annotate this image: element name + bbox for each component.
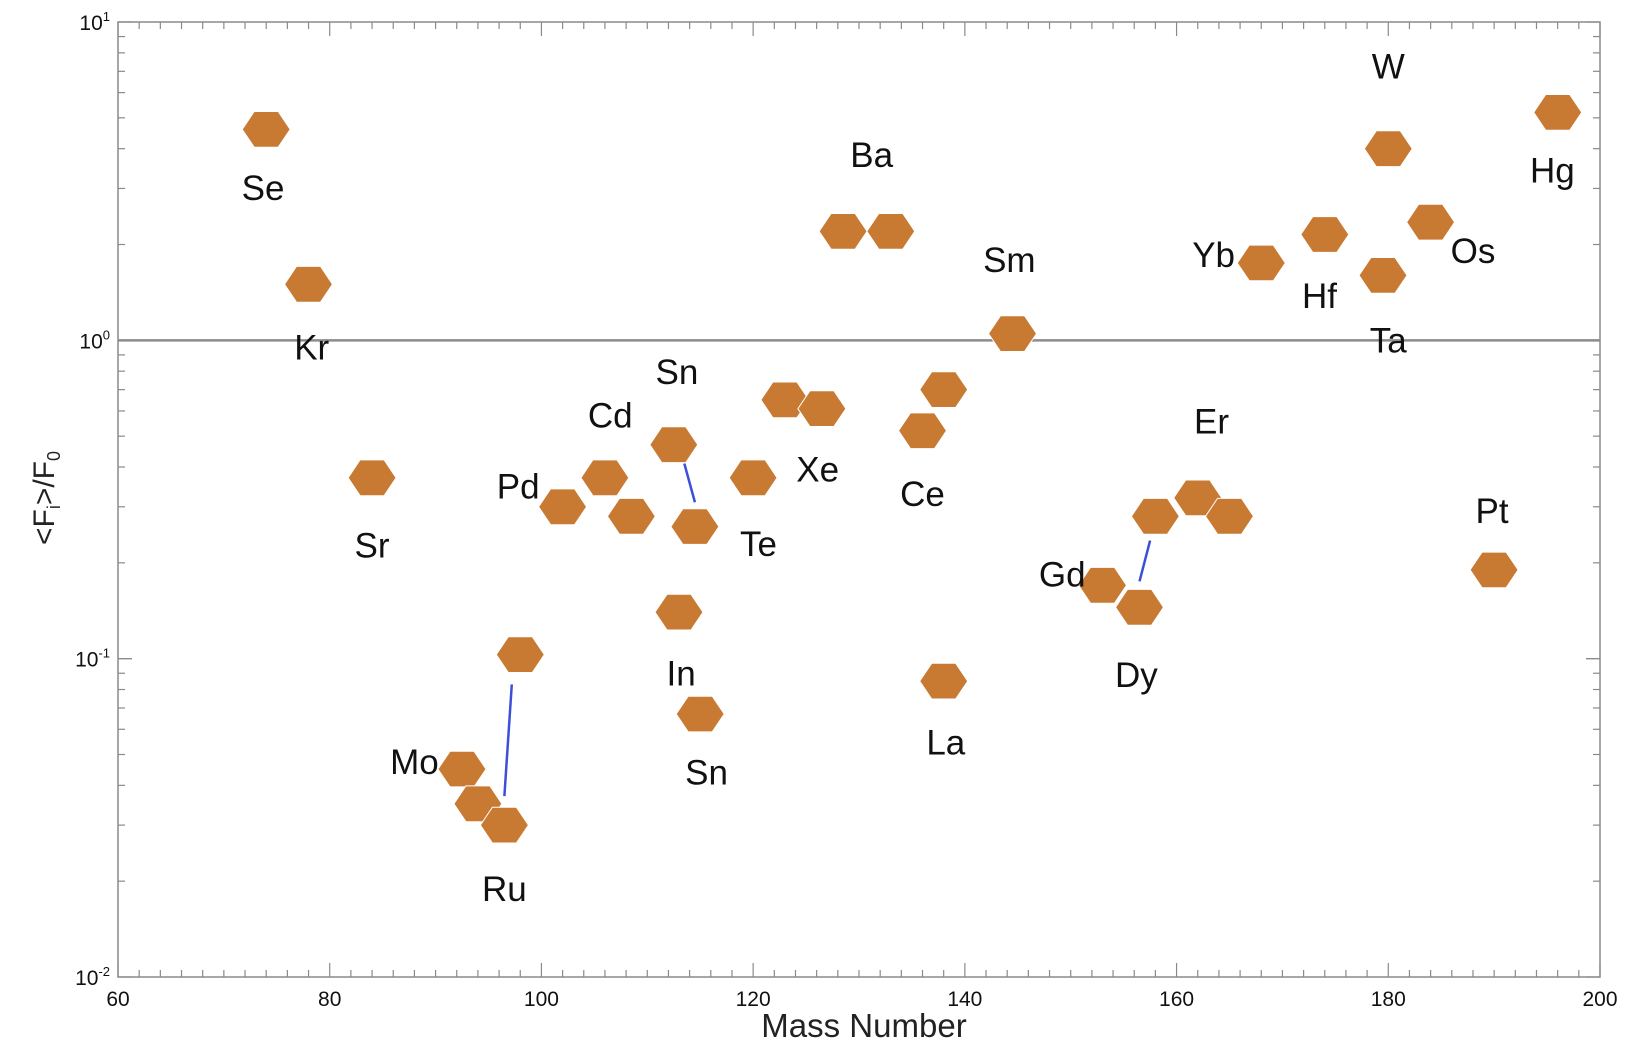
x-tick-label: 180 [1371,988,1406,1011]
hexagon-marker [670,508,720,545]
y-axis-title-main: <F [28,509,61,545]
point-label: Cd [588,396,633,435]
hexagon-marker [437,750,487,788]
y-tick-label-base: 10 [75,967,98,990]
x-tick-label: 120 [736,988,771,1011]
point-label: Ce [900,475,945,514]
hexagon-marker [1363,130,1413,168]
hexagon-marker [987,315,1038,352]
y-axis-title: <Fi>/F0 [28,451,64,545]
hexagon-marker [866,213,916,250]
hexagon-marker [1204,497,1255,535]
connector-lines [503,463,1152,797]
x-tick-label: 60 [106,988,129,1011]
point-label: Yb [1192,236,1235,275]
connector-line [503,684,514,797]
hexagon-marker [283,265,334,303]
y-tick-label: 10-1 [75,646,110,672]
point-label: Pt [1475,492,1508,531]
hexagon-marker [479,806,530,844]
y-tick-label-base: 10 [79,330,102,353]
point-label: Ta [1370,321,1408,360]
point-label: Ba [850,136,893,175]
y-tick-label: 10-2 [75,964,110,990]
hexagon-marker [797,390,847,427]
point-label: W [1372,48,1405,87]
y-tick-label-base: 10 [79,12,102,35]
hexagon-marker [580,459,630,497]
x-tick-label: 140 [947,988,982,1011]
hexagon-marker [1300,216,1350,253]
hexagon-marker [919,371,969,408]
hexagon-marker [347,459,397,497]
y-tick-label: 101 [79,9,110,35]
x-tick-label: 100 [524,988,559,1011]
hexagon-marker [649,426,699,464]
hexagon-marker [897,412,948,450]
y-axis-title-sub-0: 0 [44,451,64,461]
point-label: Hf [1302,277,1337,316]
hexagon-marker [919,662,969,700]
point-label: Ru [482,870,527,909]
hexagon-marker [1469,551,1519,589]
connector-line [1138,540,1152,582]
point-label: Kr [294,329,329,368]
point-label: Se [242,169,285,208]
point-label: Sm [983,241,1036,280]
hexagon-marker [537,488,588,526]
y-axis-title-sub-i: i [44,505,64,509]
hexagon-marker [495,636,545,673]
connector-line [683,463,697,503]
point-label: Sr [355,527,390,566]
hexagon-marker [606,497,657,535]
hexagon-marker [241,111,291,148]
y-tick-label-exp: -2 [98,964,110,979]
hexagon-marker [760,381,810,419]
hexagon-marker [728,459,778,497]
hexagon-marker [1405,203,1456,241]
hexagon-marker [1114,588,1165,626]
point-label: Pd [497,468,540,507]
x-axis-title: Mass Number [761,1007,966,1042]
point-label: Sn [685,754,728,793]
point-label: Hg [1530,151,1575,190]
point-label: Xe [796,451,839,490]
point-annotations: Se Kr Sr Mo Ru Pd Cd Sn In Sn Te Xe Ba Ce La Sm Gd Dy Er Yb… [242,48,1575,910]
y-tick-label: 100 [79,327,110,353]
point-label: In [667,655,696,694]
hexagon-marker [675,695,725,733]
point-label: La [926,723,965,762]
hexagon-marker [1236,244,1286,282]
y-axis-title-mid: >/F [28,461,61,505]
hexagon-marker [1533,94,1583,131]
hexagon-marker [1077,566,1128,604]
y-tick-label-exp: 0 [103,327,110,342]
y-tick-label-exp: -1 [98,646,110,661]
y-tick-label-exp: 1 [103,9,110,24]
plot-frame [117,21,1601,978]
point-label: Sn [656,353,699,392]
point-label: Dy [1115,656,1158,695]
point-label: Os [1451,232,1496,271]
hexagon-marker [818,213,868,250]
y-tick-label-base: 10 [75,649,98,672]
hexagon-marker [1130,497,1181,535]
point-label: Gd [1039,556,1086,595]
axes [117,21,1601,978]
point-label: Te [740,525,777,564]
x-tick-label: 160 [1159,988,1194,1011]
x-tick-label: 200 [1582,988,1617,1011]
point-label: Mo [390,743,439,782]
data-points [241,94,1583,844]
hexagon-marker [1358,257,1408,294]
x-tick-label: 80 [318,988,341,1011]
hexagon-marker [654,593,704,631]
point-label: Er [1194,402,1229,441]
